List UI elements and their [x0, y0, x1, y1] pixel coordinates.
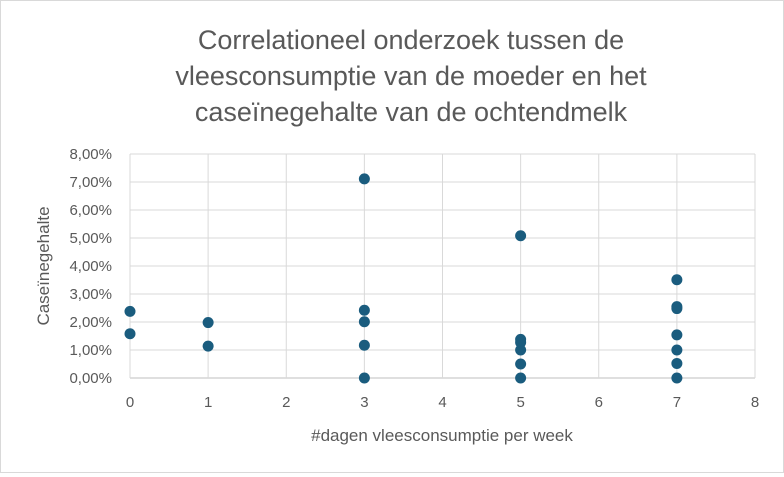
y-tick-label: 5,00%: [69, 230, 112, 247]
data-points: [124, 173, 683, 384]
x-axis-ticks: 0 1 2 3 4 5 6 7 8: [126, 394, 759, 411]
data-point: [671, 329, 683, 341]
data-point: [358, 372, 370, 384]
y-tick-label: 8,00%: [69, 146, 112, 163]
data-point: [671, 372, 683, 384]
y-axis-label: Caseïnegehalte: [34, 206, 53, 325]
data-point: [358, 304, 370, 316]
x-tick-label: 7: [673, 394, 681, 411]
x-tick-label: 1: [204, 394, 212, 411]
y-tick-label: 4,00%: [69, 258, 112, 275]
data-point: [515, 344, 527, 356]
data-point: [358, 339, 370, 351]
data-point: [671, 274, 683, 286]
chart-title-line-2: vleesconsumptie van de moeder en het: [175, 61, 647, 91]
x-axis-label: #dagen vleesconsumptie per week: [311, 426, 573, 445]
x-tick-label: 8: [751, 394, 759, 411]
x-tick-label: 3: [360, 394, 368, 411]
data-point: [202, 317, 214, 329]
gridlines: [129, 153, 756, 379]
data-point: [515, 336, 527, 348]
data-point: [671, 303, 683, 315]
y-tick-label: 0,00%: [69, 370, 112, 387]
y-tick-label: 2,00%: [69, 314, 112, 331]
data-point: [515, 358, 527, 370]
data-point: [358, 316, 370, 328]
chart-title-line-1: Correlationeel onderzoek tussen de: [198, 25, 624, 55]
x-tick-label: 0: [126, 394, 134, 411]
data-point: [202, 340, 214, 352]
x-tick-label: 6: [595, 394, 603, 411]
x-tick-label: 5: [516, 394, 524, 411]
y-tick-label: 3,00%: [69, 286, 112, 303]
chart-title: Correlationeel onderzoek tussen de vlees…: [175, 25, 647, 127]
data-point: [358, 173, 370, 185]
y-axis-ticks: 0,00% 1,00% 2,00% 3,00% 4,00% 5,00% 6,00% 7,00%…: [69, 146, 112, 387]
data-point: [124, 328, 136, 340]
x-tick-label: 4: [438, 394, 446, 411]
y-tick-label: 6,00%: [69, 202, 112, 219]
y-tick-label: 7,00%: [69, 174, 112, 191]
data-point: [515, 372, 527, 384]
data-point: [671, 344, 683, 356]
chart-title-line-3: caseïnegehalte van de ochtendmelk: [195, 97, 628, 127]
data-point: [671, 357, 683, 369]
data-point: [515, 230, 527, 242]
x-tick-label: 2: [282, 394, 290, 411]
y-tick-label: 1,00%: [69, 342, 112, 359]
data-point: [124, 305, 136, 317]
